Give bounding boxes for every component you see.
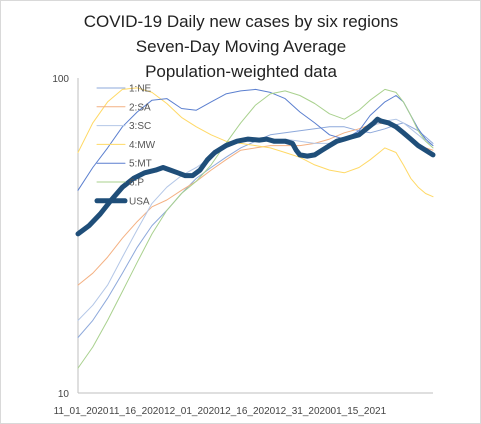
y-tick-labels: 10 100	[52, 74, 69, 400]
series-line-6-p	[77, 88, 434, 369]
title-line-1: COVID-19 Daily new cases by six regions	[84, 12, 399, 31]
chart-title: COVID-19 Daily new cases by six regions S…	[84, 12, 399, 81]
x-tick-labels: 11_01_2020 11_16_2020 12_01_2020 12_16_2020…	[54, 406, 387, 417]
series-lines	[75, 87, 436, 369]
x-tick-label: 12_16_2020	[220, 406, 276, 417]
legend-label: 6:P	[129, 178, 144, 189]
legend-label: 5:MT	[129, 159, 152, 170]
series-line-5-mt	[77, 88, 434, 191]
x-tick-label: 11_16_2020	[109, 406, 164, 417]
legend-label: 4:MW	[129, 140, 156, 151]
legend-label: 1:NE	[129, 84, 152, 95]
legend-label: 2:SA	[129, 102, 151, 113]
x-tick-label: 01_15_2021	[331, 406, 387, 417]
y-tick-label: 10	[58, 389, 70, 400]
title-line-3: Population-weighted data	[145, 62, 337, 81]
x-tick-label: 11_01_2020	[54, 406, 109, 417]
series-line-1-ne	[77, 122, 434, 338]
y-tick-label: 100	[52, 74, 69, 85]
legend-label: USA	[129, 196, 150, 207]
series-line-4-mw	[77, 87, 434, 198]
x-tick-label: 12_31_2020	[275, 406, 331, 417]
x-tick-label: 12_01_2020	[164, 406, 220, 417]
legend: 1:NE 2:SA 3:SC 4:MW 5:MT 6:P USA	[94, 84, 156, 207]
series-line-usa	[75, 116, 436, 237]
title-line-2: Seven-Day Moving Average	[136, 37, 346, 56]
legend-label: 3:SC	[129, 121, 151, 132]
